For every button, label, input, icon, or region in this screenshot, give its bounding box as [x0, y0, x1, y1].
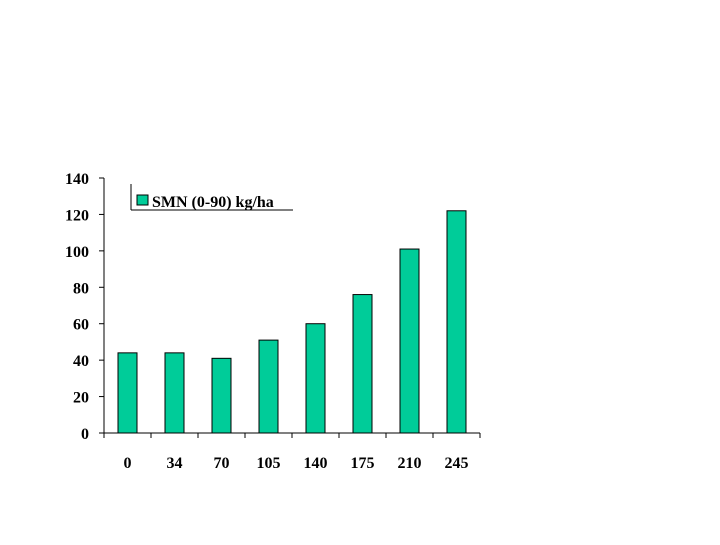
y-tick-label: 120 [65, 207, 89, 224]
legend-swatch [136, 194, 149, 206]
x-tick-label: 34 [167, 455, 183, 472]
x-tick-label: 175 [351, 455, 375, 472]
legend-label: SMN (0-90) kg/ha [152, 194, 274, 211]
x-tick-label: 140 [304, 455, 328, 472]
y-tick-label: 80 [73, 280, 89, 297]
bar-175 [352, 294, 373, 434]
bar-34 [164, 352, 185, 434]
axes [99, 177, 481, 438]
x-tick-label: 210 [398, 455, 422, 472]
bar-0 [117, 352, 138, 434]
y-tick-label: 140 [65, 171, 89, 188]
y-tick-label: 60 [73, 317, 89, 334]
y-tick-label: 100 [65, 244, 89, 261]
bar-140 [305, 323, 326, 434]
x-tick-label: 0 [124, 455, 132, 472]
x-tick-label: 105 [257, 455, 281, 472]
y-tick-label: 0 [81, 426, 89, 443]
x-tick-label: 70 [214, 455, 230, 472]
bar-210 [399, 248, 420, 434]
bar-70 [211, 357, 232, 434]
bar-105 [258, 339, 279, 434]
x-tick-label: 245 [445, 455, 469, 472]
legend: SMN (0-90) kg/ha [130, 184, 293, 211]
tick-labels: 0 20 40 60 80 100 120 140 0 34 70 105 140 175 210 245 [65, 171, 469, 472]
y-tick-label: 20 [73, 390, 89, 407]
bars [117, 210, 467, 434]
y-tick-label: 40 [73, 353, 89, 370]
bar-245 [446, 210, 467, 434]
